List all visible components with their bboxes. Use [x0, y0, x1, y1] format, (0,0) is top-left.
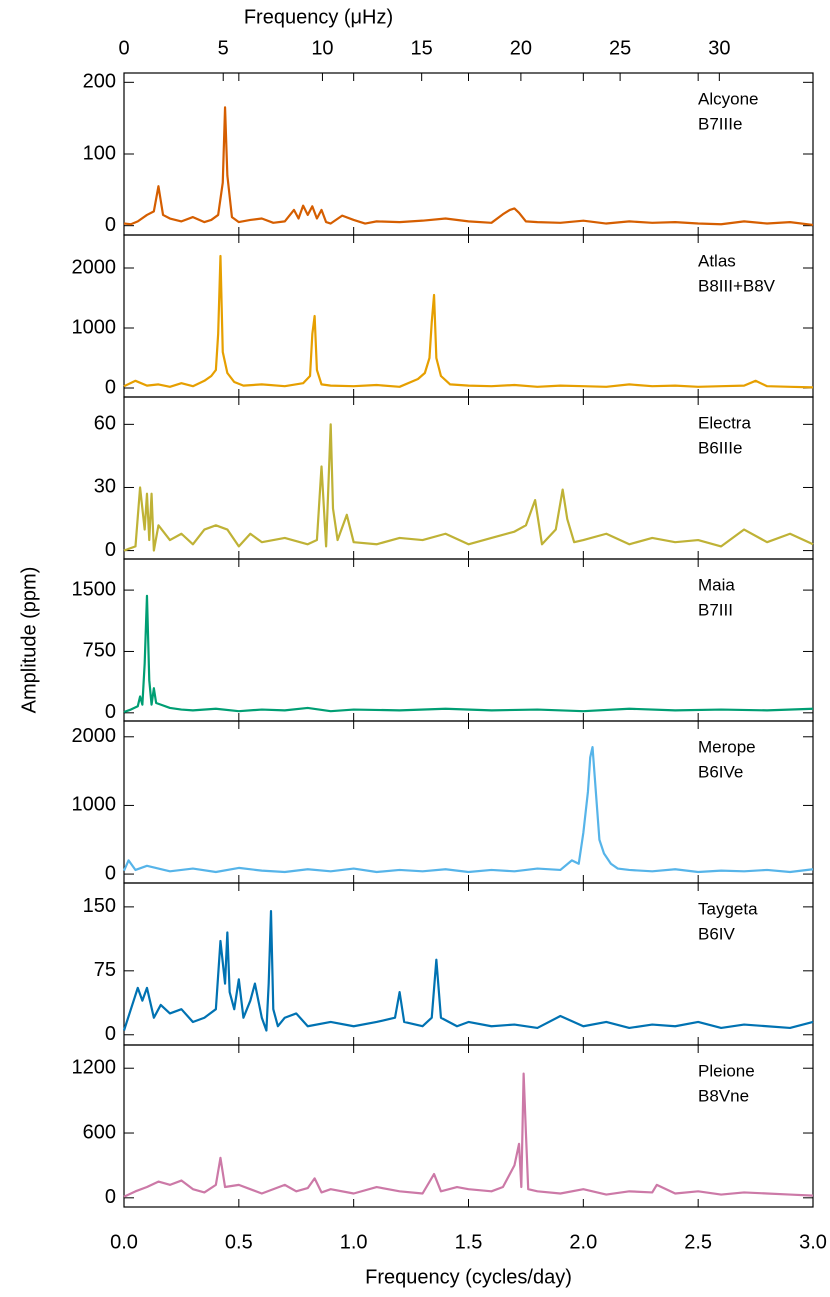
y-tick-label: 0 [105, 1186, 116, 1208]
y-tick-label: 0 [105, 214, 116, 236]
spectrum-line [122, 745, 814, 874]
x2-tick-label: 10 [311, 37, 333, 59]
spectrum-line [123, 423, 814, 552]
x-tick-label: 0.0 [110, 1231, 138, 1253]
y-tick-label: 600 [83, 1121, 116, 1143]
y-tick-label: 2000 [72, 725, 117, 747]
y-tick-label: 1500 [72, 578, 117, 600]
y-tick-label: 1000 [72, 316, 117, 338]
spectral-type: B6IVe [698, 762, 743, 781]
x-tick-label: 3.0 [799, 1231, 827, 1253]
x2-tick-label: 0 [118, 37, 129, 59]
spectral-type: B8Vne [698, 1086, 749, 1105]
y-tick-label: 30 [94, 476, 116, 498]
y-axis-label: Amplitude (ppm) [18, 567, 40, 714]
spectral-type: B7IIIe [698, 114, 742, 133]
x-tick-label: 2.0 [569, 1231, 597, 1253]
spectral-type: B6IV [698, 924, 736, 943]
star-name: Electra [698, 413, 751, 432]
star-name: Maia [698, 575, 735, 594]
x-tick-label: 2.5 [684, 1231, 712, 1253]
x-tick-label: 1.5 [455, 1231, 483, 1253]
spectral-type: B6IIIe [698, 438, 742, 457]
spectral-type: B8III+B8V [698, 276, 776, 295]
y-tick-label: 100 [83, 142, 116, 164]
star-name: Atlas [698, 251, 736, 270]
y-tick-label: 0 [105, 1023, 116, 1045]
x2-tick-label: 15 [411, 37, 433, 59]
x2-tick-label: 25 [609, 37, 631, 59]
y-tick-label: 750 [83, 640, 116, 662]
y-tick-label: 0 [105, 701, 116, 723]
star-name: Taygeta [698, 899, 758, 918]
x2-axis-label: Frequency (μHz) [244, 6, 393, 28]
spectrum-line [123, 106, 814, 227]
spectrum-line [123, 254, 814, 389]
star-name: Pleione [698, 1061, 755, 1080]
y-tick-label: 0 [105, 862, 116, 884]
y-tick-label: 60 [94, 413, 116, 435]
y-tick-label: 200 [83, 71, 116, 93]
star-name: Merope [698, 737, 756, 756]
spectrum-line [122, 910, 814, 1032]
spectrum-line [123, 594, 814, 714]
y-tick-label: 0 [105, 376, 116, 398]
x2-tick-label: 20 [510, 37, 532, 59]
x2-tick-label: 5 [218, 37, 229, 59]
y-tick-label: 0 [105, 539, 116, 561]
y-tick-label: 2000 [72, 256, 117, 278]
x-axis-label: Frequency (cycles/day) [365, 1266, 572, 1288]
star-name: Alcyone [698, 89, 758, 108]
y-tick-label: 1200 [72, 1057, 117, 1079]
spectrum-line [123, 1072, 814, 1198]
y-tick-label: 75 [94, 959, 116, 981]
x-tick-label: 0.5 [225, 1231, 253, 1253]
x-tick-label: 1.0 [340, 1231, 368, 1253]
y-tick-label: 150 [83, 895, 116, 917]
x2-tick-label: 30 [708, 37, 730, 59]
spectral-type: B7III [698, 600, 733, 619]
y-tick-label: 1000 [72, 794, 117, 816]
